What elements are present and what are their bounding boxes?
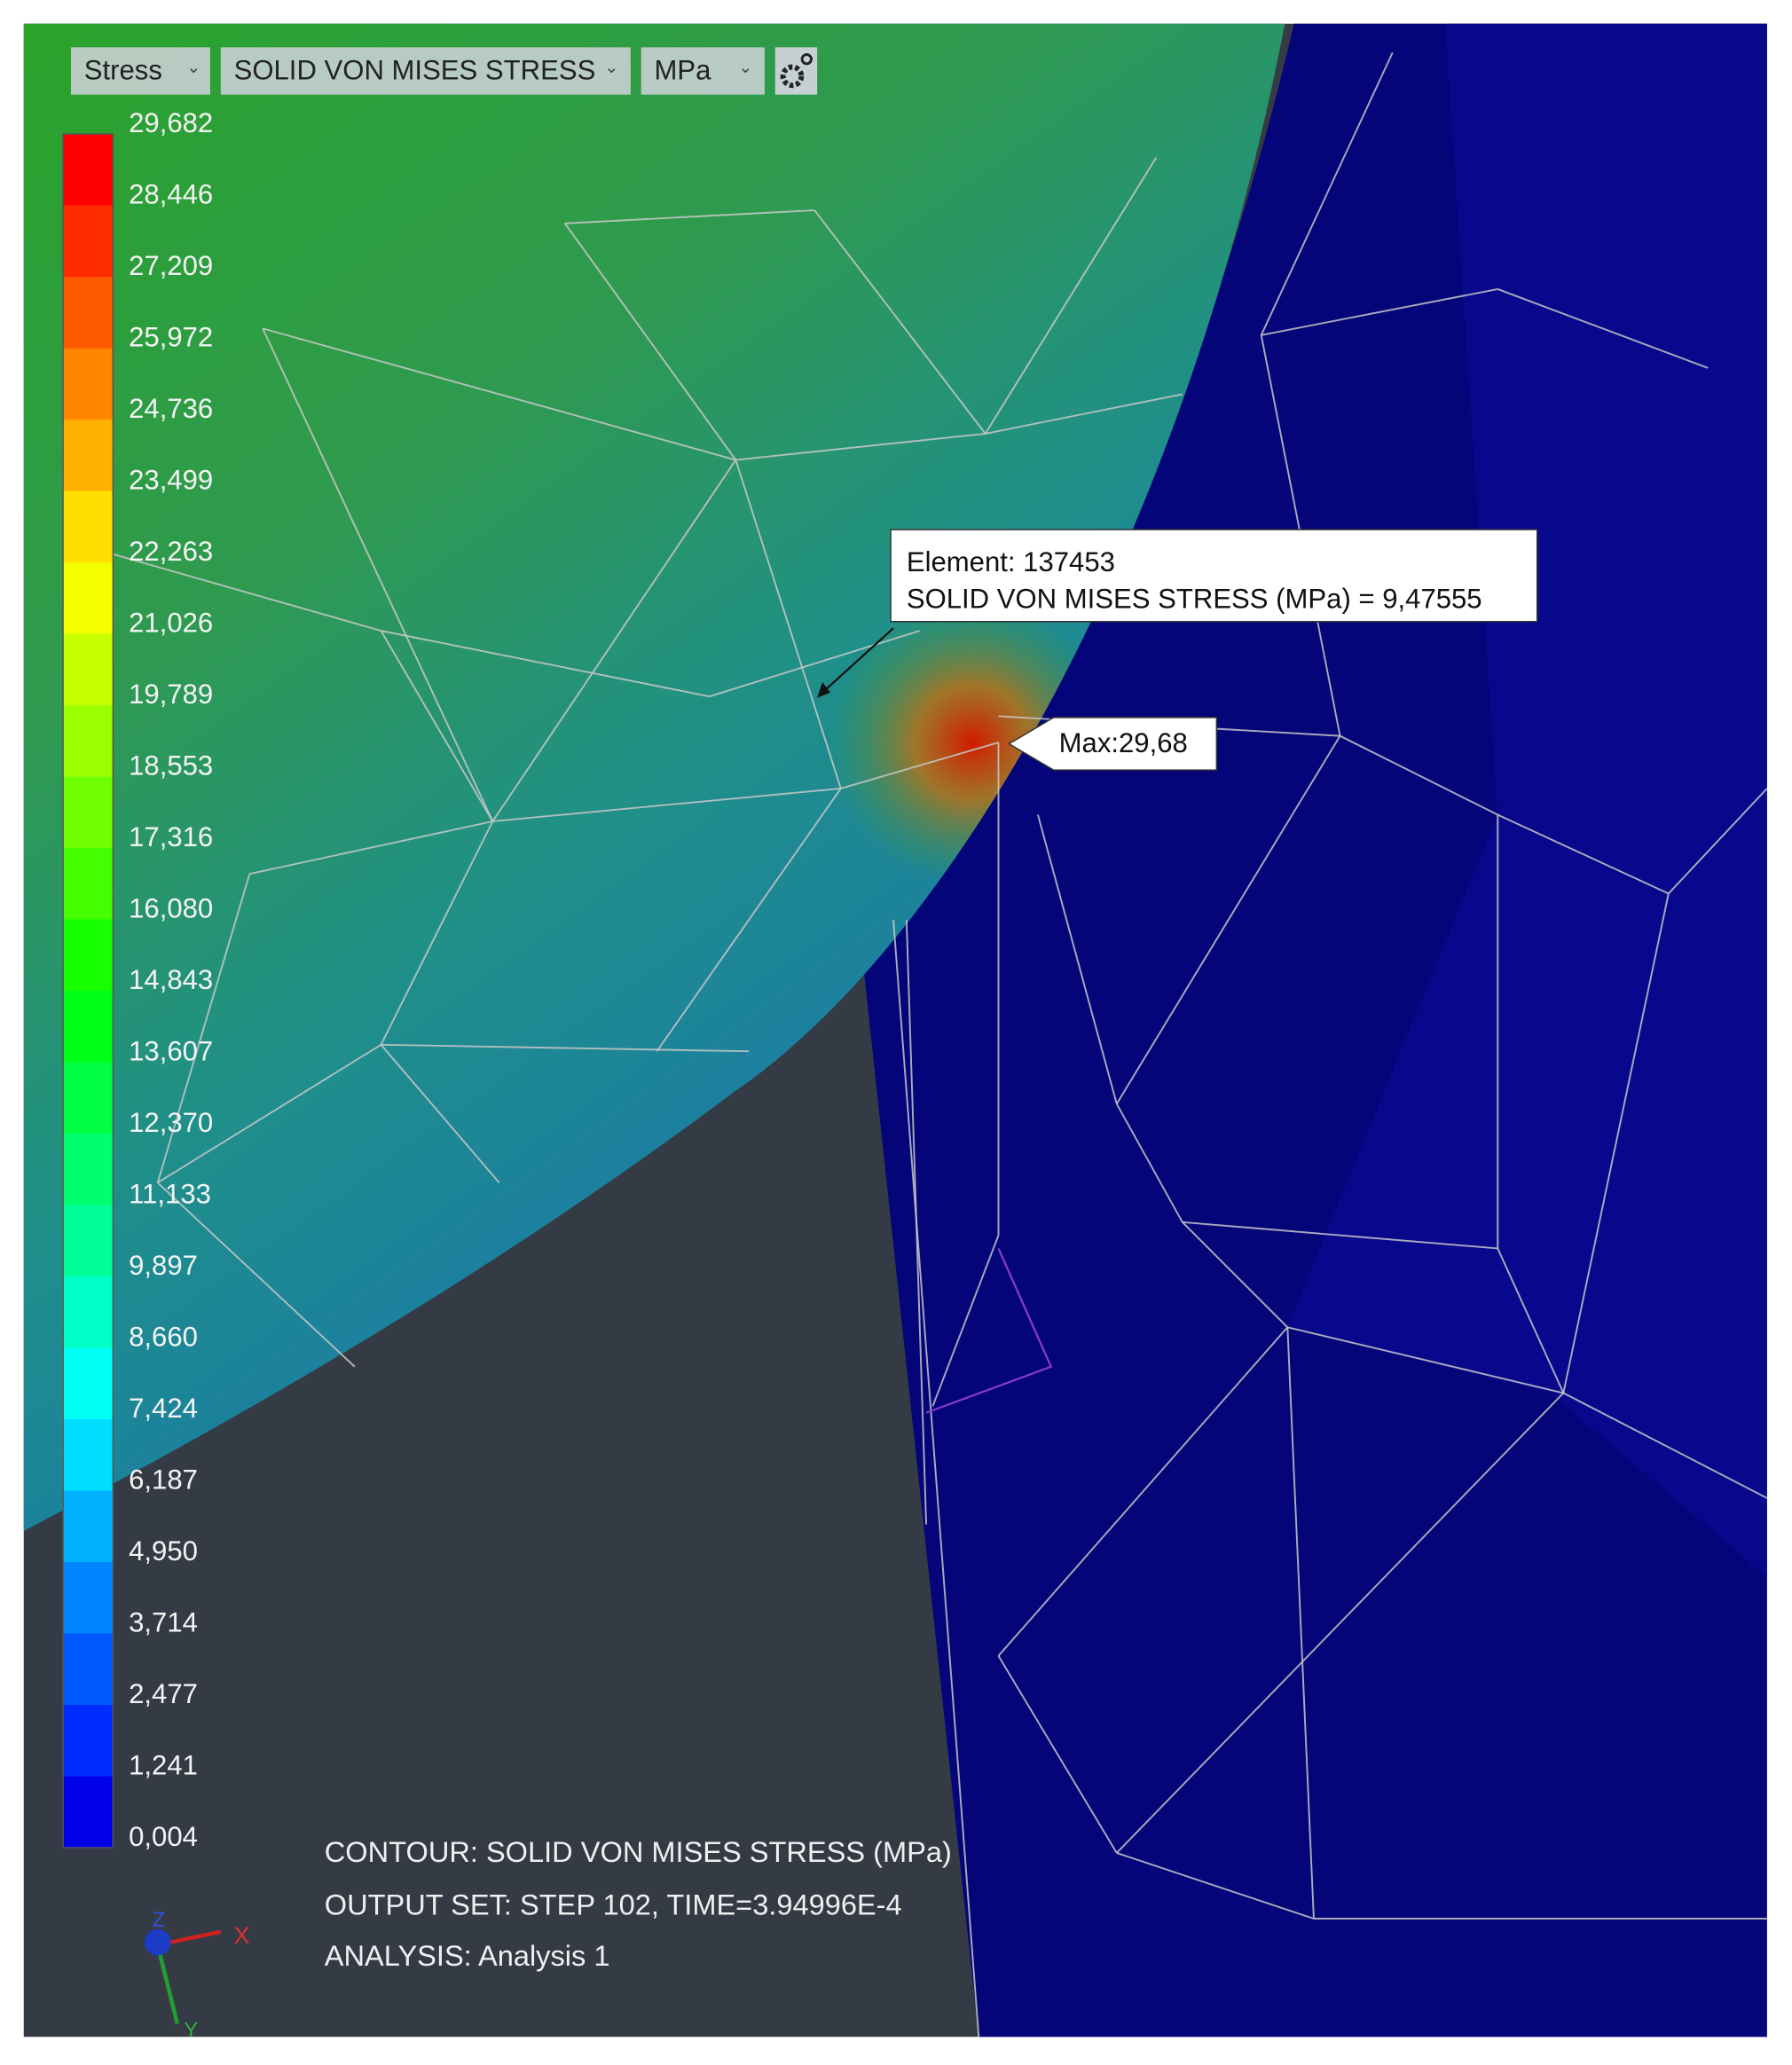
probe-element: Element: 137453 [907, 546, 1115, 577]
info-output-set: OUTPUT SET: STEP 102, TIME=3.94996E-4 [325, 1888, 902, 1920]
legend-label: 24,736 [129, 393, 213, 424]
dropdown-box[interactable] [641, 47, 765, 95]
legend: 29,682 28,446 27,209 25,972 24,736 23,499 22,2… [62, 107, 213, 1852]
legend-label: 29,682 [129, 107, 213, 138]
legend-label: 19,789 [129, 679, 213, 710]
legend-label: 22,263 [129, 536, 213, 567]
legend-label: 25,972 [129, 321, 213, 352]
info-contour: CONTOUR: SOLID VON MISES STRESS (MPa) [325, 1836, 952, 1868]
legend-band [63, 848, 114, 921]
stress-hotspot [23, 23, 1285, 1531]
legend-band [63, 1490, 114, 1563]
legend-label: 27,209 [129, 250, 213, 281]
settings-button[interactable] [774, 47, 818, 95]
legend-label: 18,553 [129, 750, 213, 781]
legend-label: 6,187 [129, 1464, 198, 1495]
triad-y-axis [155, 1944, 180, 2025]
dropdown-arrow[interactable]: ⌄ [738, 59, 752, 77]
dropdown-box[interactable] [70, 47, 210, 95]
result-type-dropdown[interactable]: Stress ⌄ [70, 47, 210, 95]
legend-label: 28,446 [129, 178, 213, 209]
legend-label: 8,660 [129, 1321, 198, 1352]
triad-y-label: Y [184, 2020, 198, 2043]
legend-label: 17,316 [129, 821, 213, 852]
legend-label: 4,950 [129, 1535, 198, 1566]
gear-icon[interactable] [780, 64, 805, 89]
legend-label: 9,897 [129, 1250, 198, 1281]
legend-label: 13,607 [129, 1035, 213, 1066]
dropdown-text[interactable]: Stress [84, 55, 162, 86]
legend-label: 0,004 [129, 1821, 198, 1852]
legend-band [63, 205, 114, 278]
legend-band [63, 348, 114, 420]
info-analysis: ANALYSIS: Analysis 1 [325, 1940, 610, 1972]
blue-part-shade [1287, 23, 1767, 1577]
component-dropdown[interactable]: SOLID VON MISES STRESS ⌄ [220, 47, 631, 95]
legend-label: 23,499 [129, 464, 213, 495]
legend-band [63, 277, 114, 349]
legend-band [63, 1776, 114, 1849]
legend-label: 3,714 [129, 1606, 198, 1637]
legend-label: 12,370 [129, 1107, 213, 1138]
legend-label: 1,241 [129, 1749, 198, 1780]
legend-band [63, 1276, 114, 1349]
csys-marker [925, 1247, 1053, 1414]
legend-band [63, 1062, 114, 1135]
gear-icon-small[interactable] [800, 53, 813, 66]
dropdown-text[interactable]: MPa [655, 55, 712, 86]
legend-label: 16,080 [129, 892, 213, 923]
legend-label: 21,026 [129, 607, 213, 638]
legend-band [63, 420, 114, 492]
legend-band [63, 1347, 114, 1420]
legend-band [63, 1562, 114, 1635]
probe-value: SOLID VON MISES STRESS (MPa) = 9,47555 [907, 583, 1482, 614]
legend-band [63, 562, 114, 635]
dropdown-text[interactable]: SOLID VON MISES STRESS [234, 55, 596, 86]
legend-band [63, 705, 114, 778]
legend-band [63, 134, 114, 207]
max-box [1007, 717, 1218, 771]
legend-label: 14,843 [129, 964, 213, 995]
dropdown-arrow[interactable]: ⌄ [186, 59, 200, 77]
legend-band [63, 1633, 114, 1706]
legend-band [63, 491, 114, 563]
dropdown-box[interactable] [220, 47, 631, 95]
legend-band [63, 1419, 114, 1492]
axis-triad: Z X Y [144, 1909, 250, 2043]
triad-z-label: Z [153, 1909, 165, 1932]
probe-box [890, 529, 1538, 623]
legend-band [63, 1705, 114, 1778]
legend-band [63, 776, 114, 849]
toolbar: Stress ⌄ SOLID VON MISES STRESS ⌄ MPa ⌄ [70, 47, 818, 95]
legend-band [63, 1134, 114, 1206]
max-label: Max:29,68 [1059, 727, 1188, 758]
legend-band [63, 633, 114, 706]
legend-border [62, 133, 114, 1849]
probe-arrowhead [817, 681, 830, 698]
legend-band [63, 919, 114, 992]
dropdown-arrow[interactable]: ⌄ [604, 59, 618, 77]
max-callout: Max:29,68 [1007, 717, 1218, 771]
unit-dropdown[interactable]: MPa ⌄ [641, 47, 765, 95]
mesh [105, 51, 1767, 2038]
probe-leader [821, 627, 894, 694]
probe-callout: Element: 137453 SOLID VON MISES STRESS (… [817, 529, 1538, 698]
info-block: CONTOUR: SOLID VON MISES STRESS (MPa) OU… [325, 1836, 952, 1972]
triad-x-label: X [234, 1922, 250, 1949]
legend-band [63, 1205, 114, 1277]
triad-z-axis [144, 1928, 171, 1956]
legend-label: 2,477 [129, 1678, 198, 1709]
button-box[interactable] [774, 47, 818, 95]
legend-band [63, 991, 114, 1064]
model-view [23, 23, 1767, 2038]
legend-label: 7,424 [129, 1393, 198, 1424]
legend-label: 11,133 [129, 1178, 211, 1209]
